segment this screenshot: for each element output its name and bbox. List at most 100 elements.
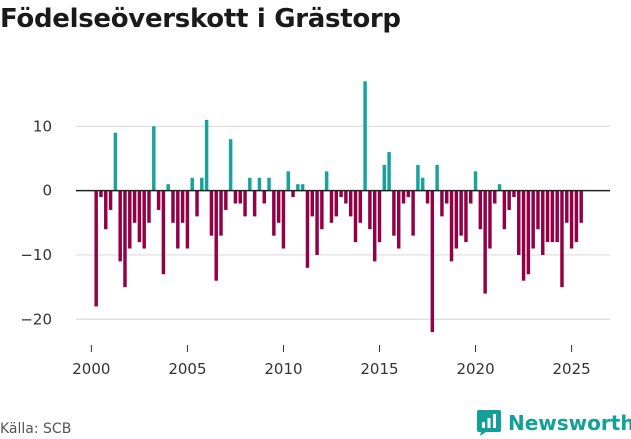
bar [569,190,574,249]
bar [262,190,266,204]
bar [473,171,478,191]
bar [377,190,382,243]
bar [118,190,122,262]
bar [156,190,161,210]
bar [281,190,286,249]
bar [363,81,367,191]
bar [531,190,535,249]
bar [411,190,415,236]
bar [123,190,127,288]
bar [344,190,348,204]
bar [214,190,218,281]
bar [204,119,209,191]
bar [224,190,228,210]
bar [142,190,146,249]
bar [99,190,103,198]
bar [387,152,391,191]
bar [137,190,142,243]
bar [276,190,281,223]
bar [483,190,487,294]
bar [406,190,411,198]
bar [536,190,540,230]
bar [161,190,166,275]
bar [108,190,113,210]
bar [574,190,579,243]
y-tick-label: −20 [20,310,52,328]
y-axis: 10 0 −10 −20 [20,117,52,328]
bar [94,190,98,307]
bar [401,190,406,204]
bar [180,190,185,223]
bar [147,190,151,223]
bar [286,171,290,191]
bar [368,190,372,230]
bar [166,184,170,191]
bar [502,190,507,230]
newsworthy-logo-icon [477,410,501,436]
bar [416,164,420,191]
x-tick-label: 2020 [456,360,494,378]
bar [195,190,199,217]
bar [113,132,118,191]
bar [517,190,521,255]
bar [565,190,569,223]
bar [445,190,449,204]
bar [469,190,473,204]
bar [497,184,502,191]
bar [449,190,454,262]
bar [152,126,156,191]
bar-chart: 10 0 −10 −20 2000 2005 2010 2015 2020 2025 [20,81,610,378]
bar [267,177,271,191]
bar [257,177,262,191]
bar [104,190,108,230]
bar [560,190,564,288]
bar [296,184,300,191]
bar [233,190,238,204]
bar [315,190,319,255]
bar [219,190,223,236]
bar [464,190,468,243]
bar [478,190,483,230]
x-tick-label: 2010 [264,360,302,378]
bar [358,190,363,223]
bar [555,190,559,243]
newsworthy-logo-text: Newsworthy [508,411,631,435]
bar [493,190,497,204]
bar [171,190,175,223]
bar [507,190,511,210]
bar [425,190,430,204]
bar [550,190,555,243]
bar [545,190,550,243]
bar [329,190,334,223]
bar [291,190,295,198]
y-tick-label: −10 [20,246,52,264]
bar [132,190,137,223]
bar [526,190,531,275]
y-tick-label: 0 [42,182,52,200]
bar [396,190,401,249]
bars [94,81,583,333]
bar [248,177,252,191]
bar [382,164,387,191]
x-tick-label: 2015 [360,360,398,378]
bar [272,190,276,236]
bar [324,171,329,191]
bar [459,190,463,236]
bar [305,190,310,268]
bar [252,190,257,217]
bar [334,190,339,217]
bar [228,139,233,191]
bar [200,177,204,191]
bar [541,190,545,255]
bar [238,190,242,204]
bar [128,190,132,249]
x-tick-label: 2000 [72,360,110,378]
newsworthy-logo[interactable]: Newsworthy [476,408,631,438]
bar [521,190,526,281]
x-tick-label: 2025 [552,360,590,378]
x-axis: 2000 2005 2010 2015 2020 2025 [72,345,591,378]
bar [512,190,516,198]
bar [435,164,439,191]
bar [320,190,324,230]
chart-title: Födelseöverskott i Grästorp [0,4,401,34]
